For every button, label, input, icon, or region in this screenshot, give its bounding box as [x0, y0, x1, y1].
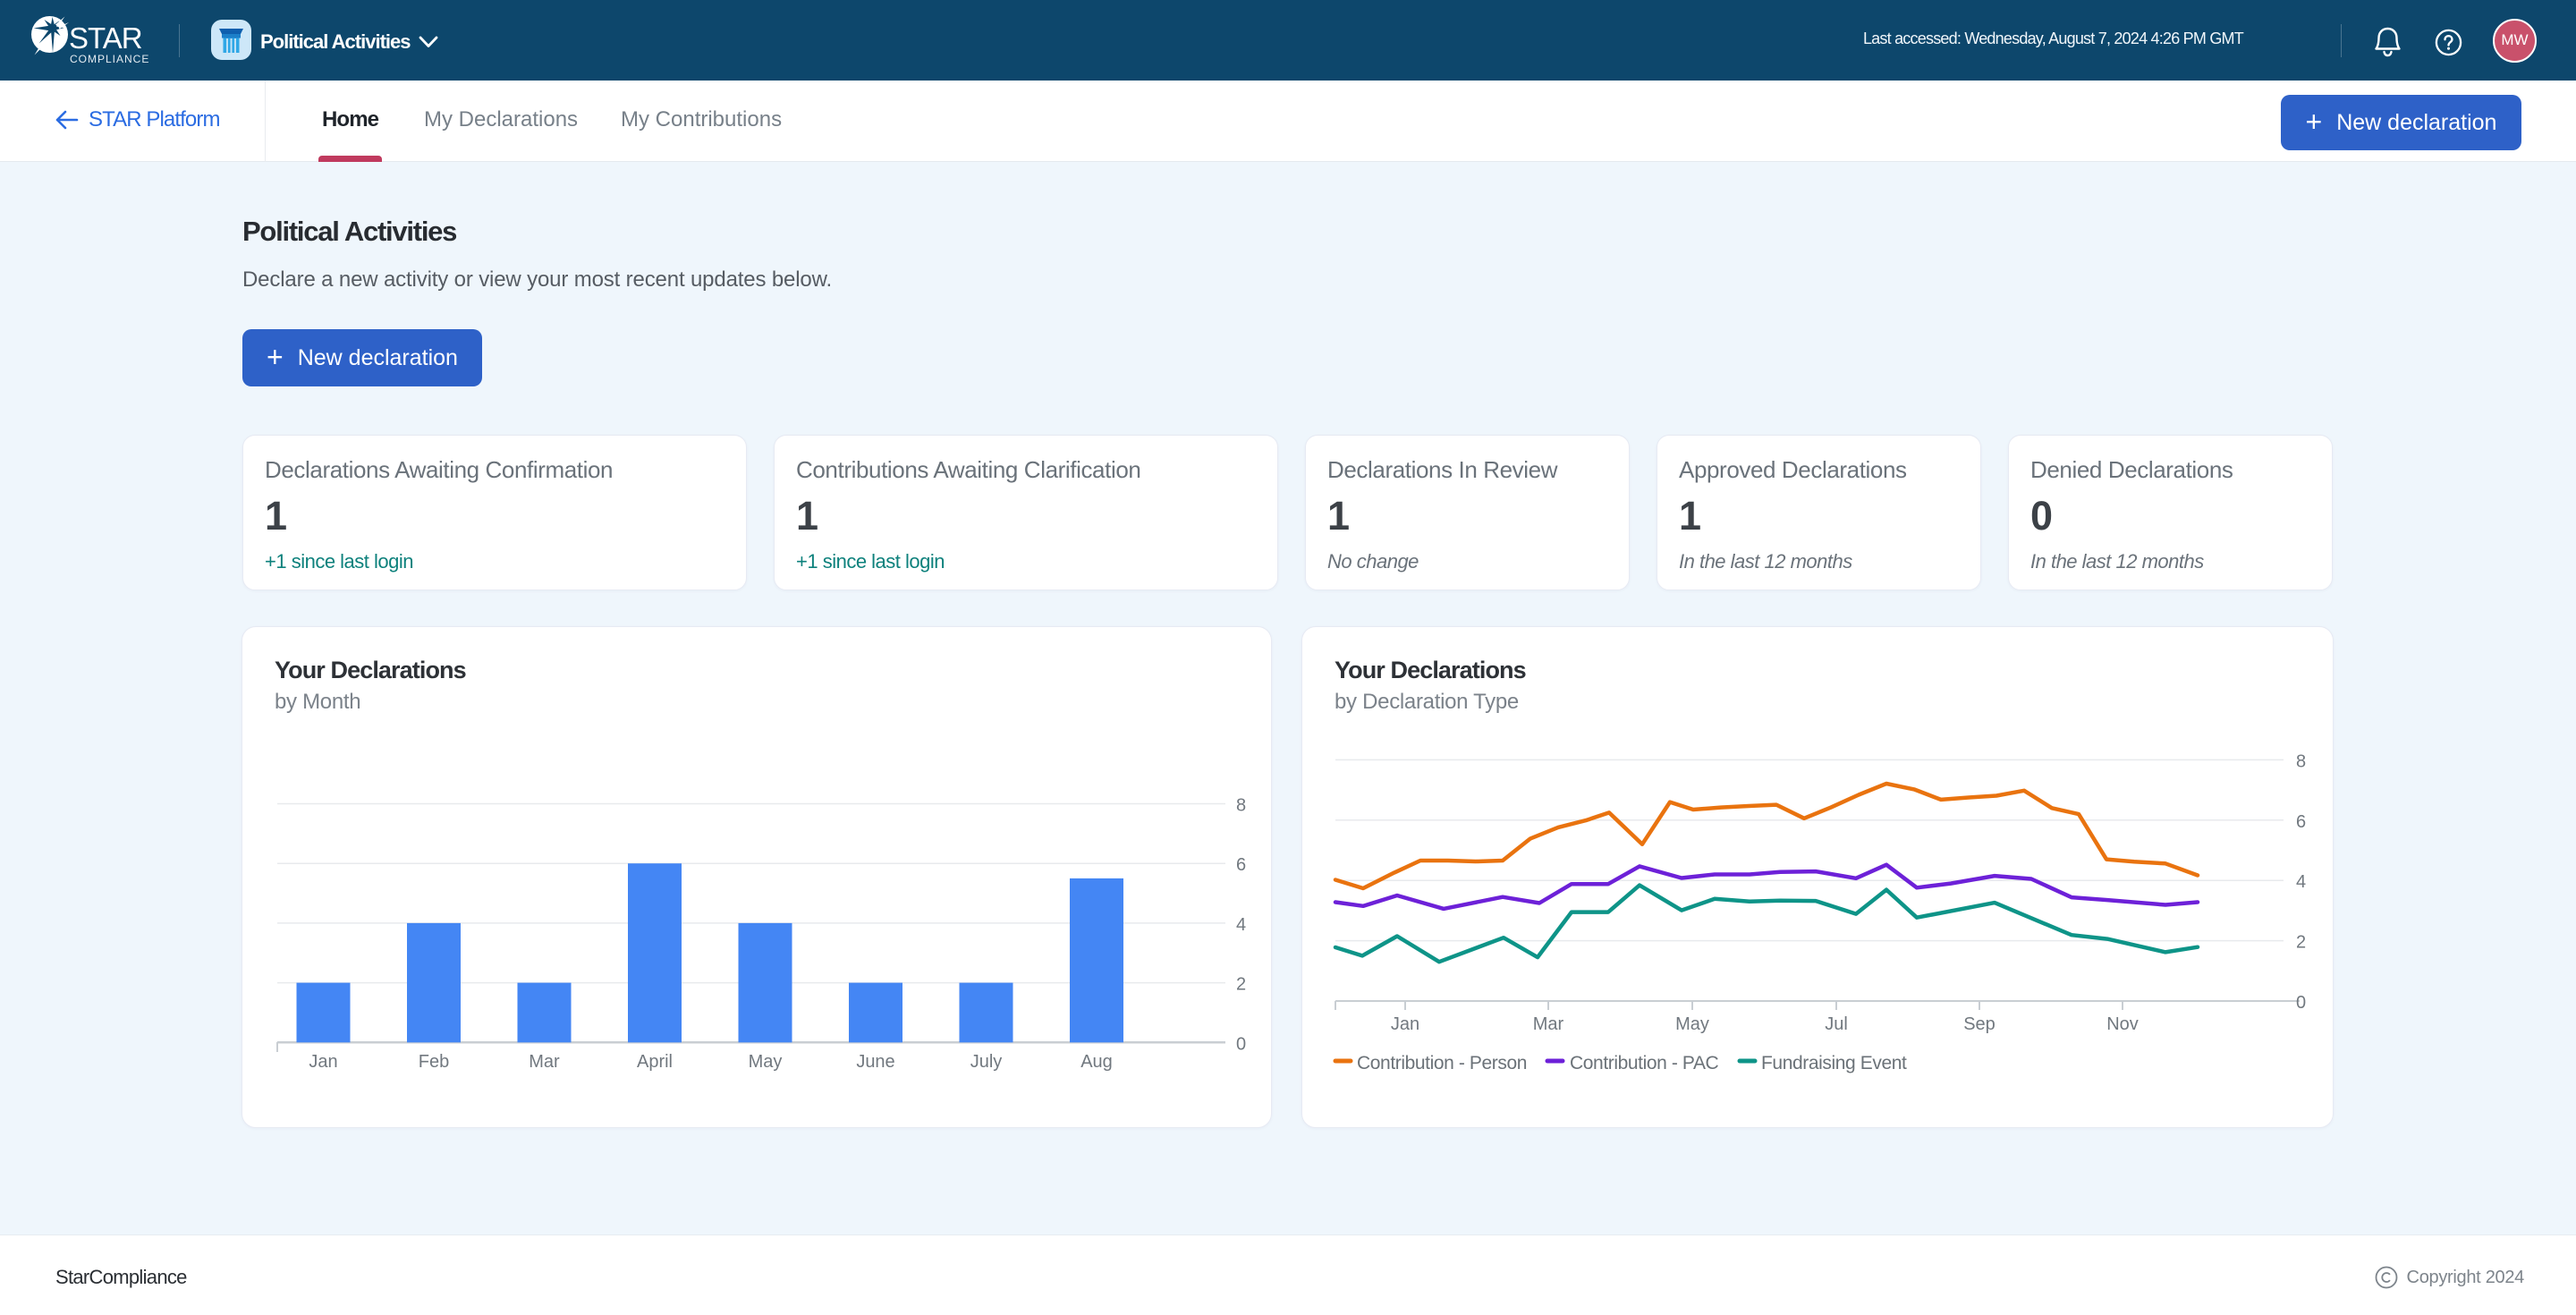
svg-text:Sep: Sep [1963, 1014, 1996, 1034]
svg-text:July: July [970, 1052, 1003, 1072]
svg-text:Feb: Feb [419, 1052, 449, 1072]
svg-text:8: 8 [1236, 796, 1246, 816]
svg-text:8: 8 [2296, 751, 2306, 771]
svg-text:April: April [637, 1052, 673, 1072]
svg-text:May: May [749, 1052, 783, 1072]
svg-text:June: June [856, 1052, 894, 1072]
svg-text:Jan: Jan [1391, 1014, 1419, 1034]
svg-text:Mar: Mar [529, 1052, 560, 1072]
svg-text:Contribution - Person: Contribution - Person [1357, 1053, 1527, 1073]
svg-text:6: 6 [1236, 855, 1246, 875]
svg-text:0: 0 [2296, 993, 2306, 1013]
svg-text:Mar: Mar [1533, 1014, 1564, 1034]
svg-text:6: 6 [2296, 812, 2306, 832]
svg-text:2: 2 [1236, 975, 1246, 995]
svg-text:2: 2 [2296, 933, 2306, 953]
svg-text:4: 4 [2296, 872, 2306, 892]
svg-text:Contribution - PAC: Contribution - PAC [1570, 1053, 1719, 1073]
svg-text:May: May [1675, 1014, 1709, 1034]
svg-text:Fundraising Event: Fundraising Event [1761, 1053, 1907, 1073]
svg-text:4: 4 [1236, 915, 1246, 935]
svg-text:Aug: Aug [1080, 1052, 1113, 1072]
svg-text:Nov: Nov [2106, 1014, 2139, 1034]
svg-text:Jan: Jan [309, 1052, 337, 1072]
svg-text:Jul: Jul [1825, 1014, 1848, 1034]
svg-text:0: 0 [1236, 1034, 1246, 1054]
